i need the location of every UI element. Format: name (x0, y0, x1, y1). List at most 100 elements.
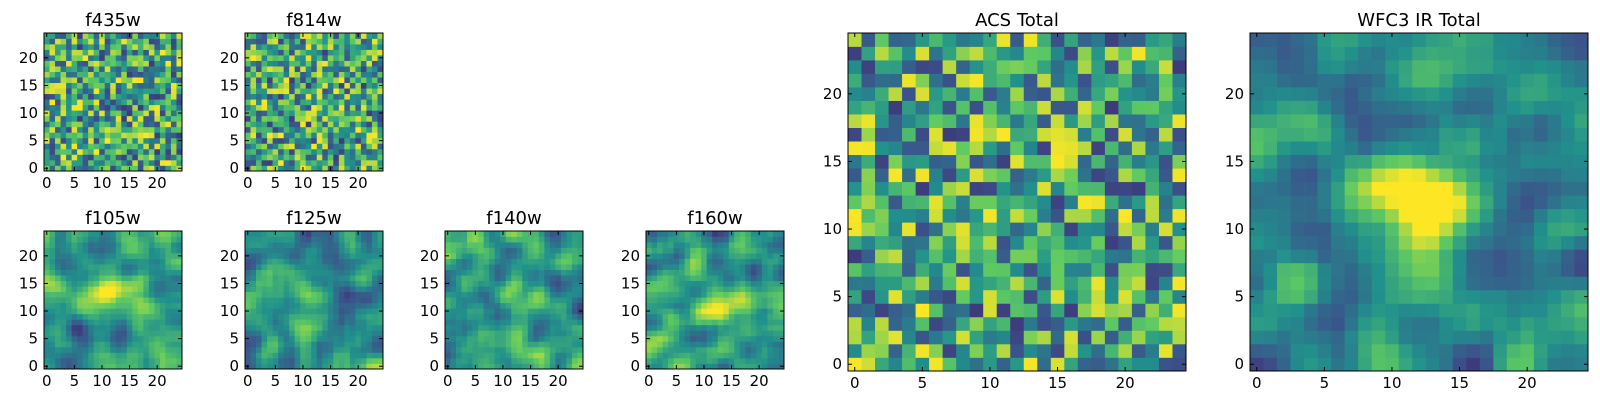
heatmap-cell (115, 38, 122, 45)
heatmap-cell (104, 297, 111, 304)
heatmap-cell (305, 346, 312, 353)
heatmap-cell (701, 280, 708, 287)
heatmap-cell (137, 363, 144, 370)
heatmap-cell (165, 346, 172, 353)
heatmap-cell (267, 143, 273, 150)
heatmap-cell (99, 110, 106, 117)
heatmap-cell (132, 33, 139, 39)
heatmap-cell (445, 264, 451, 270)
heatmap-cell (333, 341, 340, 348)
heatmap-cell (316, 148, 323, 155)
heatmap-cell (690, 286, 697, 293)
heatmap-cell (555, 286, 562, 293)
heatmap-cell (494, 363, 501, 370)
heatmap-cell (104, 253, 111, 259)
heatmap-cell (778, 242, 785, 248)
heatmap-cell (137, 137, 144, 144)
heatmap-cell (1263, 357, 1278, 372)
y-tick-label: 15 (621, 274, 640, 292)
heatmap-cell (739, 269, 746, 276)
heatmap-cell (445, 242, 451, 248)
heatmap-cell (66, 44, 72, 50)
heatmap-cell (245, 77, 251, 84)
heatmap-cell (1466, 249, 1481, 264)
heatmap-cell (571, 231, 578, 237)
heatmap-cell (71, 49, 78, 56)
heatmap-cell (888, 141, 903, 156)
heatmap-cell (1131, 222, 1146, 237)
heatmap-cell (761, 313, 768, 320)
heatmap-cell (170, 269, 177, 276)
heatmap-cell (322, 154, 329, 161)
heatmap-cell (327, 132, 334, 139)
heatmap-cell (60, 236, 67, 243)
heatmap-cell (250, 38, 257, 45)
heatmap-cell (712, 236, 719, 243)
heatmap-cell (77, 357, 83, 364)
heatmap-cell (267, 55, 273, 61)
heatmap-cell (82, 242, 89, 248)
heatmap-cell (1385, 276, 1400, 291)
heatmap-cell (159, 341, 166, 348)
heatmap-cell (154, 335, 161, 342)
heatmap-cell (706, 330, 713, 337)
heatmap-cell (1145, 100, 1160, 115)
heatmap-cell (60, 93, 67, 100)
heatmap-image (445, 231, 584, 370)
heatmap-cell (311, 275, 318, 282)
heatmap-cell (93, 49, 100, 56)
heatmap-cell (1277, 235, 1291, 250)
heatmap-cell (261, 357, 268, 364)
heatmap-cell (723, 231, 730, 237)
heatmap-cell (154, 55, 161, 61)
heatmap-cell (1077, 100, 1092, 115)
heatmap-cell (527, 335, 534, 342)
heatmap-cell (511, 319, 518, 326)
heatmap-cell (929, 357, 943, 372)
heatmap-cell (478, 236, 484, 243)
heatmap-cell (969, 289, 984, 304)
heatmap-cell (355, 38, 362, 45)
heatmap-cell (1050, 276, 1065, 291)
heatmap-cell (450, 335, 457, 342)
heatmap-cell (49, 264, 56, 270)
heatmap-cell (684, 324, 691, 331)
heatmap-cell (527, 275, 534, 282)
heatmap-cell (261, 308, 268, 315)
heatmap-cell (371, 231, 378, 237)
heatmap-cell (750, 341, 757, 348)
heatmap-cell (322, 302, 329, 309)
heatmap-cell (445, 275, 451, 282)
heatmap-cell (99, 286, 106, 293)
heatmap-cell (165, 82, 172, 89)
heatmap-cell (60, 137, 67, 144)
heatmap-cell (734, 280, 741, 287)
heatmap-cell (571, 247, 578, 254)
heatmap-cell (99, 104, 106, 111)
heatmap-cell (450, 363, 457, 370)
x-tick-label: 10 (293, 372, 312, 390)
heatmap-cell (1010, 316, 1025, 331)
heatmap-cell (311, 60, 318, 67)
heatmap-cell (245, 132, 251, 139)
heatmap-cell (283, 330, 290, 337)
heatmap-cell (148, 77, 155, 84)
heatmap-cell (176, 242, 183, 248)
heatmap-cell (283, 159, 290, 166)
heatmap-cell (256, 286, 262, 293)
heatmap-cell (60, 242, 67, 248)
heatmap-cell (88, 346, 95, 353)
heatmap-cell (278, 121, 284, 128)
heatmap-cell (1158, 181, 1173, 196)
heatmap-cell (115, 231, 122, 237)
heatmap-cell (1398, 262, 1413, 277)
heatmap-cell (1131, 60, 1146, 74)
heatmap-cell (143, 71, 150, 78)
heatmap-cell (848, 343, 862, 358)
heatmap-cell (93, 264, 100, 270)
heatmap-cell (137, 335, 144, 342)
heatmap-cell (49, 291, 56, 298)
heatmap-cell (706, 302, 713, 309)
heatmap-cell (360, 330, 367, 337)
